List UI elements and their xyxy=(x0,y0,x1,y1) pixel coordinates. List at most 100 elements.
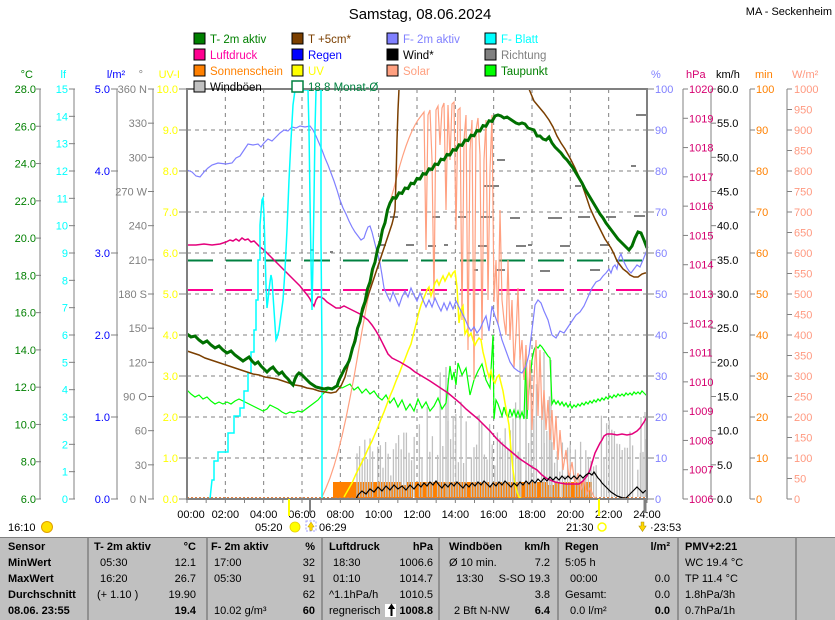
svg-text:km/h: km/h xyxy=(716,69,740,81)
svg-text:40.0: 40.0 xyxy=(717,221,738,233)
svg-text:regnerisch: regnerisch xyxy=(329,605,380,617)
svg-text:2: 2 xyxy=(62,439,68,451)
svg-text:50: 50 xyxy=(794,474,806,486)
svg-text:2.0: 2.0 xyxy=(95,330,110,342)
svg-text:0.0: 0.0 xyxy=(717,494,732,506)
svg-text:PMV+2:21: PMV+2:21 xyxy=(685,541,737,553)
svg-text:10:00: 10:00 xyxy=(365,509,393,521)
svg-text:1.8hPa/3h: 1.8hPa/3h xyxy=(685,589,735,601)
svg-text:5:05 h: 5:05 h xyxy=(565,557,596,569)
svg-text:550: 550 xyxy=(794,269,812,281)
svg-text:Ø 10 min.: Ø 10 min. xyxy=(449,557,497,569)
svg-text:0.0: 0.0 xyxy=(655,605,670,617)
svg-text:91: 91 xyxy=(303,573,315,585)
svg-text:19.4: 19.4 xyxy=(175,605,197,617)
svg-text:00:00: 00:00 xyxy=(570,573,598,585)
svg-text:Durchschnitt: Durchschnitt xyxy=(8,589,76,601)
svg-text:T- 2m aktiv: T- 2m aktiv xyxy=(94,541,152,553)
svg-text:0.0 l/m²: 0.0 l/m² xyxy=(570,605,607,617)
svg-text:1006.6: 1006.6 xyxy=(399,557,433,569)
svg-text:1.0: 1.0 xyxy=(95,412,110,424)
svg-text:70: 70 xyxy=(655,207,667,219)
svg-text:240: 240 xyxy=(129,221,147,233)
svg-text:0.0: 0.0 xyxy=(163,494,178,506)
svg-text:1.0: 1.0 xyxy=(163,453,178,465)
svg-text:WC 19.4 °C: WC 19.4 °C xyxy=(685,557,743,569)
svg-text:13: 13 xyxy=(56,139,68,151)
svg-text:Sensor: Sensor xyxy=(8,541,46,553)
svg-text:350: 350 xyxy=(794,351,812,363)
svg-text:60.0: 60.0 xyxy=(717,84,738,96)
svg-text:12.0: 12.0 xyxy=(15,382,36,394)
svg-text:360 N: 360 N xyxy=(118,84,147,96)
svg-text:18.0: 18.0 xyxy=(15,270,36,282)
svg-text:2 Bft N-NW: 2 Bft N-NW xyxy=(454,605,510,617)
svg-text:26.7: 26.7 xyxy=(175,573,196,585)
svg-text:1008: 1008 xyxy=(689,435,713,447)
svg-text:02:00: 02:00 xyxy=(212,509,240,521)
svg-text:F- Blatt: F- Blatt xyxy=(501,34,539,46)
svg-text:20.0: 20.0 xyxy=(717,357,738,369)
svg-text:S-SO 19.3: S-SO 19.3 xyxy=(499,573,550,585)
svg-text:21:30: 21:30 xyxy=(566,522,594,534)
svg-text:%: % xyxy=(651,69,661,81)
svg-text:200: 200 xyxy=(794,412,812,424)
svg-text:05:30: 05:30 xyxy=(214,573,242,585)
svg-text:1013: 1013 xyxy=(689,289,713,301)
svg-text:100: 100 xyxy=(794,453,812,465)
svg-text:5.0: 5.0 xyxy=(717,460,732,472)
svg-text:8.0: 8.0 xyxy=(163,166,178,178)
svg-text:hPa: hPa xyxy=(686,69,706,81)
svg-text:40: 40 xyxy=(756,330,768,342)
svg-text:5: 5 xyxy=(62,357,68,369)
svg-text:2.0: 2.0 xyxy=(163,412,178,424)
svg-text:1017: 1017 xyxy=(689,172,713,184)
svg-text:10.0: 10.0 xyxy=(717,426,738,438)
svg-text:hPa: hPa xyxy=(413,541,434,553)
svg-text:950: 950 xyxy=(794,105,812,117)
svg-text:150: 150 xyxy=(794,433,812,445)
svg-text:Wind*: Wind* xyxy=(403,50,434,62)
svg-text:°C: °C xyxy=(21,69,33,81)
svg-text:3.0: 3.0 xyxy=(95,248,110,260)
svg-text:24:00: 24:00 xyxy=(633,509,661,521)
svg-text:11: 11 xyxy=(57,193,68,205)
svg-text:·23:53: ·23:53 xyxy=(650,522,681,534)
svg-text:15: 15 xyxy=(56,84,68,96)
svg-text:900: 900 xyxy=(794,125,812,137)
svg-text:08:00: 08:00 xyxy=(327,509,355,521)
svg-text:Windböen: Windböen xyxy=(449,541,502,553)
svg-text:650: 650 xyxy=(794,228,812,240)
svg-text:0.0: 0.0 xyxy=(655,573,670,585)
svg-text:1018: 1018 xyxy=(689,143,713,155)
svg-text:1010.5: 1010.5 xyxy=(399,589,433,601)
svg-text:0 N: 0 N xyxy=(130,494,147,506)
svg-text:1007: 1007 xyxy=(689,465,713,477)
svg-text:06:29: 06:29 xyxy=(319,522,347,534)
svg-text:20:00: 20:00 xyxy=(557,509,585,521)
svg-text:TP 11.4 °C: TP 11.4 °C xyxy=(685,573,738,585)
svg-text:Taupunkt: Taupunkt xyxy=(501,66,548,78)
svg-text:12.1: 12.1 xyxy=(175,557,196,569)
svg-text:W/m²: W/m² xyxy=(792,69,819,81)
svg-text:6.4: 6.4 xyxy=(535,605,551,617)
svg-text:0.7hPa/1h: 0.7hPa/1h xyxy=(685,605,735,617)
svg-text:1: 1 xyxy=(62,467,68,479)
svg-text:4.0: 4.0 xyxy=(95,166,110,178)
svg-text:12: 12 xyxy=(56,166,68,178)
svg-text:35.0: 35.0 xyxy=(717,255,738,267)
svg-text:1020: 1020 xyxy=(689,84,713,96)
svg-text:10.02 g/m³: 10.02 g/m³ xyxy=(214,605,267,617)
svg-text:5.0: 5.0 xyxy=(163,289,178,301)
svg-text:1019: 1019 xyxy=(689,113,713,125)
svg-text:min: min xyxy=(755,69,773,81)
svg-text:1011: 1011 xyxy=(689,348,713,360)
svg-text:50: 50 xyxy=(756,289,768,301)
svg-text:16:10: 16:10 xyxy=(8,522,36,534)
svg-text:1016: 1016 xyxy=(689,201,713,213)
svg-text:6.0: 6.0 xyxy=(21,494,36,506)
svg-text:700: 700 xyxy=(794,207,812,219)
svg-text:0: 0 xyxy=(756,494,762,506)
svg-text:80: 80 xyxy=(655,166,667,178)
svg-text:Luftdruck: Luftdruck xyxy=(210,50,258,62)
